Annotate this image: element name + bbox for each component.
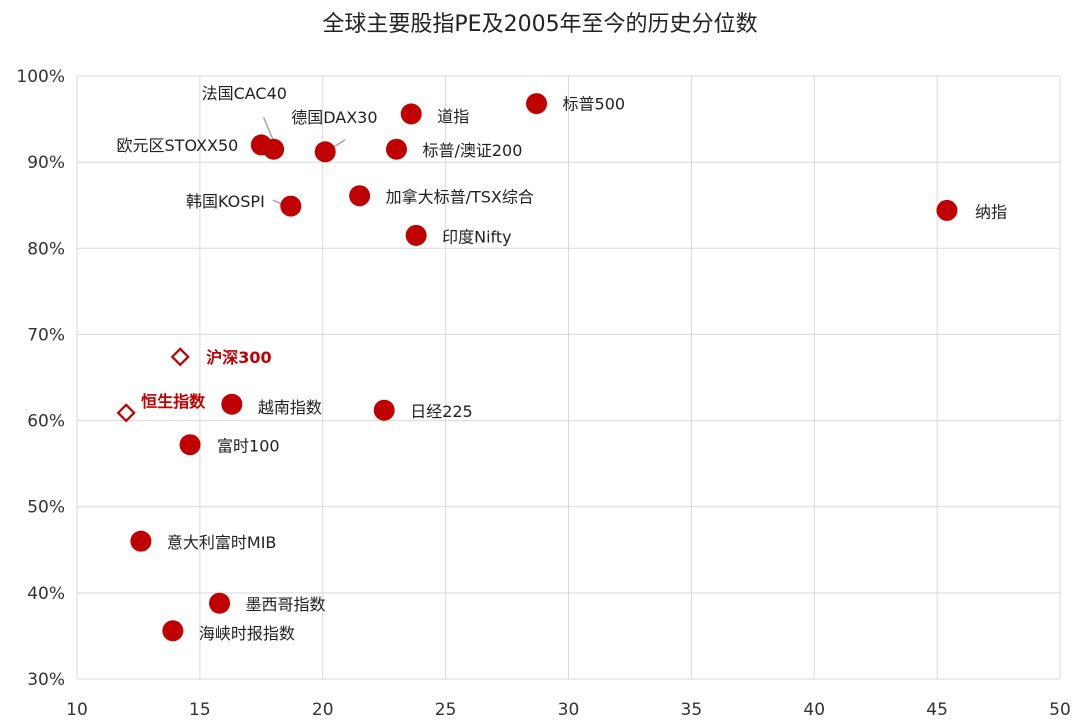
point-label: 法国CAC40	[202, 84, 287, 103]
point-label: 印度Nifty	[442, 227, 512, 246]
data-point	[280, 195, 302, 217]
point-label: 海峡时报指数	[199, 624, 295, 643]
data-point	[179, 434, 201, 456]
x-tick-label: 40	[803, 700, 825, 720]
x-tick-label: 50	[1049, 700, 1071, 720]
data-point-diamond	[170, 347, 190, 367]
point-label: 韩国KOSPI	[186, 192, 265, 211]
point-label: 德国DAX30	[291, 108, 377, 127]
point-label: 日经225	[410, 402, 473, 421]
point-label: 道指	[437, 107, 469, 126]
data-point	[162, 620, 184, 642]
point-label: 标普/澳证200	[422, 141, 522, 160]
data-point	[405, 224, 427, 246]
x-tick-label: 30	[558, 700, 580, 720]
y-tick-label: 100%	[16, 67, 65, 87]
y-tick-label: 80%	[27, 239, 65, 259]
data-point	[250, 134, 272, 156]
data-point	[373, 399, 395, 421]
point-label: 越南指数	[258, 398, 322, 417]
data-point	[209, 592, 231, 614]
x-tick-label: 15	[189, 700, 211, 720]
y-tick-label: 60%	[27, 412, 65, 432]
point-label: 欧元区STOXX50	[117, 136, 239, 155]
data-point	[400, 103, 422, 125]
data-points	[116, 93, 958, 642]
y-tick-label: 30%	[27, 670, 65, 690]
data-point-diamond	[116, 403, 136, 423]
data-point	[130, 530, 152, 552]
data-point	[385, 138, 407, 160]
highlight-point-label: 沪深300	[206, 348, 271, 367]
x-tick-label: 25	[435, 700, 457, 720]
label-leader-line	[272, 199, 283, 205]
grid-layer	[76, 75, 1061, 680]
point-label: 标普500	[563, 95, 626, 114]
data-point	[221, 393, 243, 415]
point-label: 墨西哥指数	[246, 595, 326, 614]
point-label: 意大利富时MIB	[167, 533, 277, 552]
y-axis-ticks: 30% 40% 50% 60% 70% 80% 90% 100%	[16, 67, 65, 690]
x-axis-ticks: 10 15 20 25 30 35 40 45 50	[66, 700, 1071, 720]
y-tick-label: 90%	[27, 153, 65, 173]
y-tick-label: 40%	[27, 584, 65, 604]
label-leader-line	[262, 116, 275, 142]
highlight-point-label: 恒生指数	[141, 392, 206, 411]
data-point	[314, 141, 336, 163]
x-tick-label: 35	[681, 700, 703, 720]
data-point	[349, 185, 371, 207]
data-point	[936, 199, 958, 221]
y-tick-label: 70%	[27, 325, 65, 345]
leader-lines	[262, 116, 346, 205]
point-label: 富时100	[217, 437, 280, 456]
point-label: 加拿大标普/TSX综合	[386, 188, 534, 207]
data-point	[526, 93, 548, 115]
y-tick-label: 50%	[27, 498, 65, 518]
point-label: 纳指	[975, 202, 1007, 221]
label-leader-line	[331, 139, 346, 149]
x-tick-label: 45	[926, 700, 948, 720]
x-tick-label: 10	[66, 700, 88, 720]
x-tick-label: 20	[312, 700, 334, 720]
chart-title: 全球主要股指PE及2005年至今的历史分位数	[322, 12, 758, 37]
